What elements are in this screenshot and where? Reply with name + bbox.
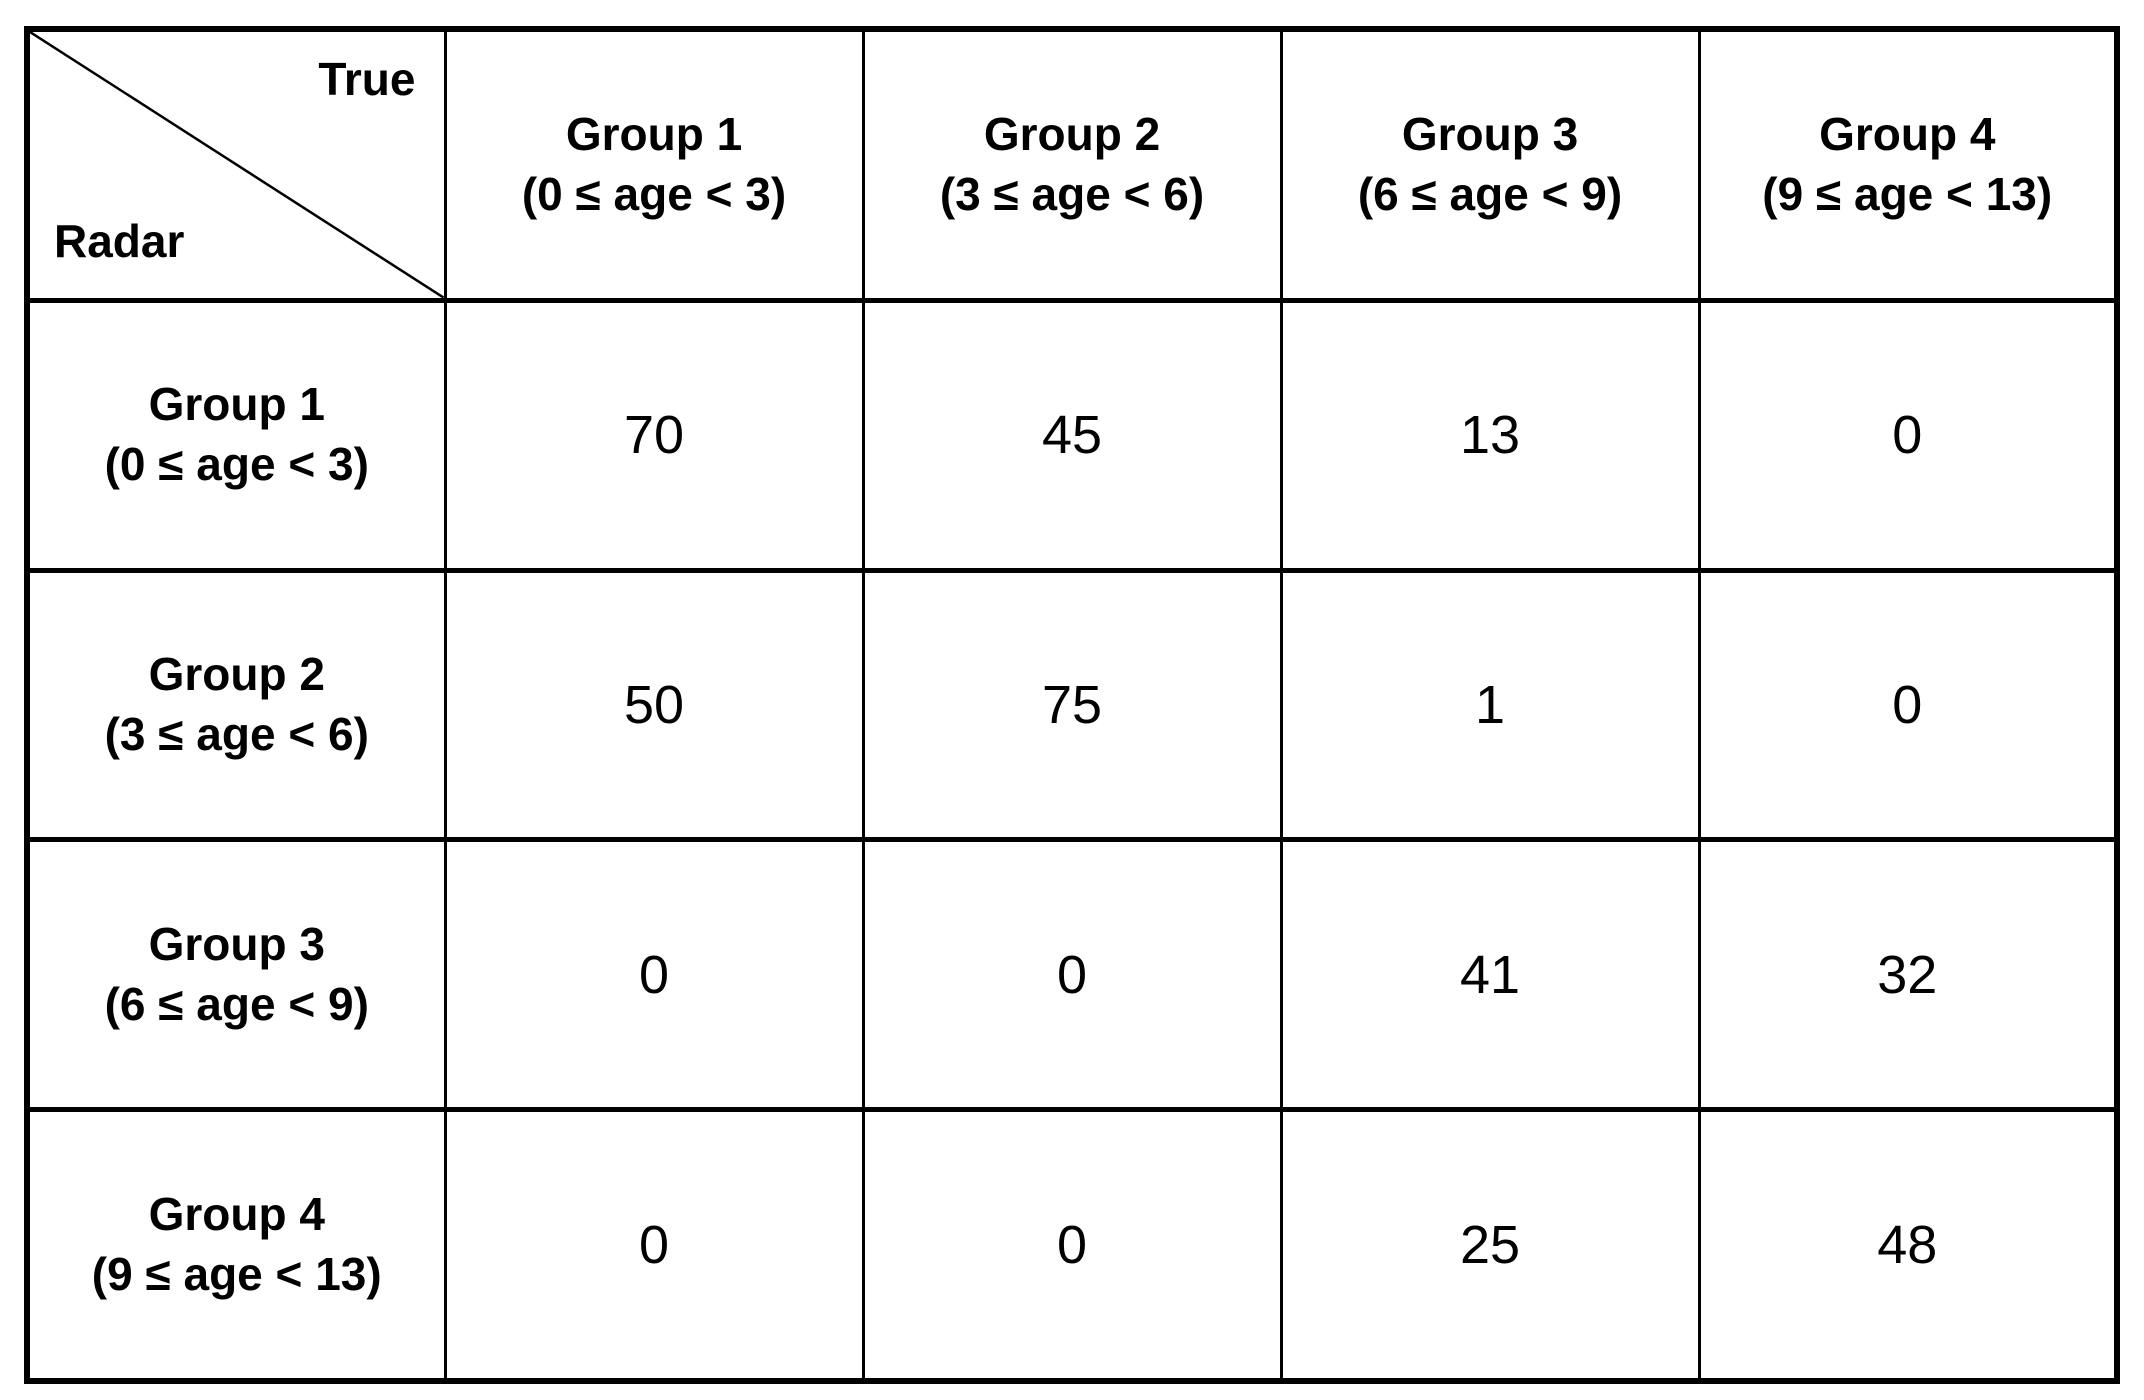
data-cell-r4c2: 0: [861, 1107, 1283, 1384]
data-cell-r3c3: 41: [1279, 837, 1701, 1113]
column-header-title: Group 3: [1401, 107, 1579, 160]
column-header-range: (6 ≤ age < 9): [1357, 167, 1623, 220]
data-cell-r1c3: 13: [1279, 297, 1701, 573]
column-header-group4: Group 4 (9 ≤ age < 13): [1697, 26, 2119, 303]
corner-label-radar: Radar: [54, 214, 185, 267]
row-header-title: Group 1: [148, 378, 325, 431]
table-row-group1: Group 1 (0 ≤ age < 3) 70 45 13 0: [25, 297, 2119, 573]
data-cell-r4c3: 25: [1279, 1107, 1701, 1384]
column-header-group3: Group 3 (6 ≤ age < 9): [1279, 26, 1701, 303]
data-cell-r3c2: 0: [861, 837, 1283, 1113]
data-cell-r4c1: 0: [443, 1107, 865, 1384]
table-row-group4: Group 4 (9 ≤ age < 13) 0 0 25 48: [25, 1107, 2119, 1384]
column-header-title: Group 4: [1819, 107, 1996, 160]
row-header-range: (9 ≤ age < 13): [91, 1248, 382, 1301]
corner-cell: True Radar: [25, 26, 447, 303]
row-header-group4: Group 4 (9 ≤ age < 13): [25, 1107, 447, 1384]
column-header-range: (3 ≤ age < 6): [939, 167, 1205, 220]
data-cell-r2c3: 1: [1279, 567, 1701, 843]
confusion-matrix-table: True Radar Group 1 (0 ≤ age < 3) Group 2…: [24, 26, 2120, 1384]
data-cell-r2c2: 75: [861, 567, 1283, 843]
column-header-range: (0 ≤ age < 3): [521, 167, 787, 220]
header-row: True Radar Group 1 (0 ≤ age < 3) Group 2…: [25, 26, 2119, 303]
column-header-range: (9 ≤ age < 13): [1762, 167, 2053, 220]
table-row-group2: Group 2 (3 ≤ age < 6) 50 75 1 0: [25, 567, 2119, 843]
row-header-range: (0 ≤ age < 3): [104, 438, 369, 491]
data-cell-r3c1: 0: [443, 837, 865, 1113]
table-row-group3: Group 3 (6 ≤ age < 9) 0 0 41 32: [25, 837, 2119, 1113]
row-header-group1: Group 1 (0 ≤ age < 3): [25, 297, 447, 573]
row-header-group2: Group 2 (3 ≤ age < 6): [25, 567, 447, 843]
row-header-title: Group 4: [148, 1188, 325, 1241]
row-header-range: (6 ≤ age < 9): [104, 977, 369, 1030]
row-header-title: Group 3: [148, 918, 325, 971]
data-cell-r1c1: 70: [443, 297, 865, 573]
data-cell-r2c4: 0: [1697, 567, 2119, 843]
row-header-group3: Group 3 (6 ≤ age < 9): [25, 837, 447, 1113]
data-cell-r4c4: 48: [1697, 1107, 2119, 1384]
diagonal-divider-line: [30, 32, 444, 298]
column-header-group1: Group 1 (0 ≤ age < 3): [443, 26, 865, 303]
data-cell-r1c2: 45: [861, 297, 1283, 573]
row-header-title: Group 2: [148, 648, 325, 701]
corner-label-true: True: [318, 53, 416, 105]
column-header-title: Group 2: [983, 107, 1161, 160]
column-header-group2: Group 2 (3 ≤ age < 6): [861, 26, 1283, 303]
data-cell-r3c4: 32: [1697, 837, 2119, 1113]
column-header-title: Group 1: [565, 107, 743, 160]
data-cell-r1c4: 0: [1697, 297, 2119, 573]
row-header-range: (3 ≤ age < 6): [104, 707, 369, 760]
data-cell-r2c1: 50: [443, 567, 865, 843]
